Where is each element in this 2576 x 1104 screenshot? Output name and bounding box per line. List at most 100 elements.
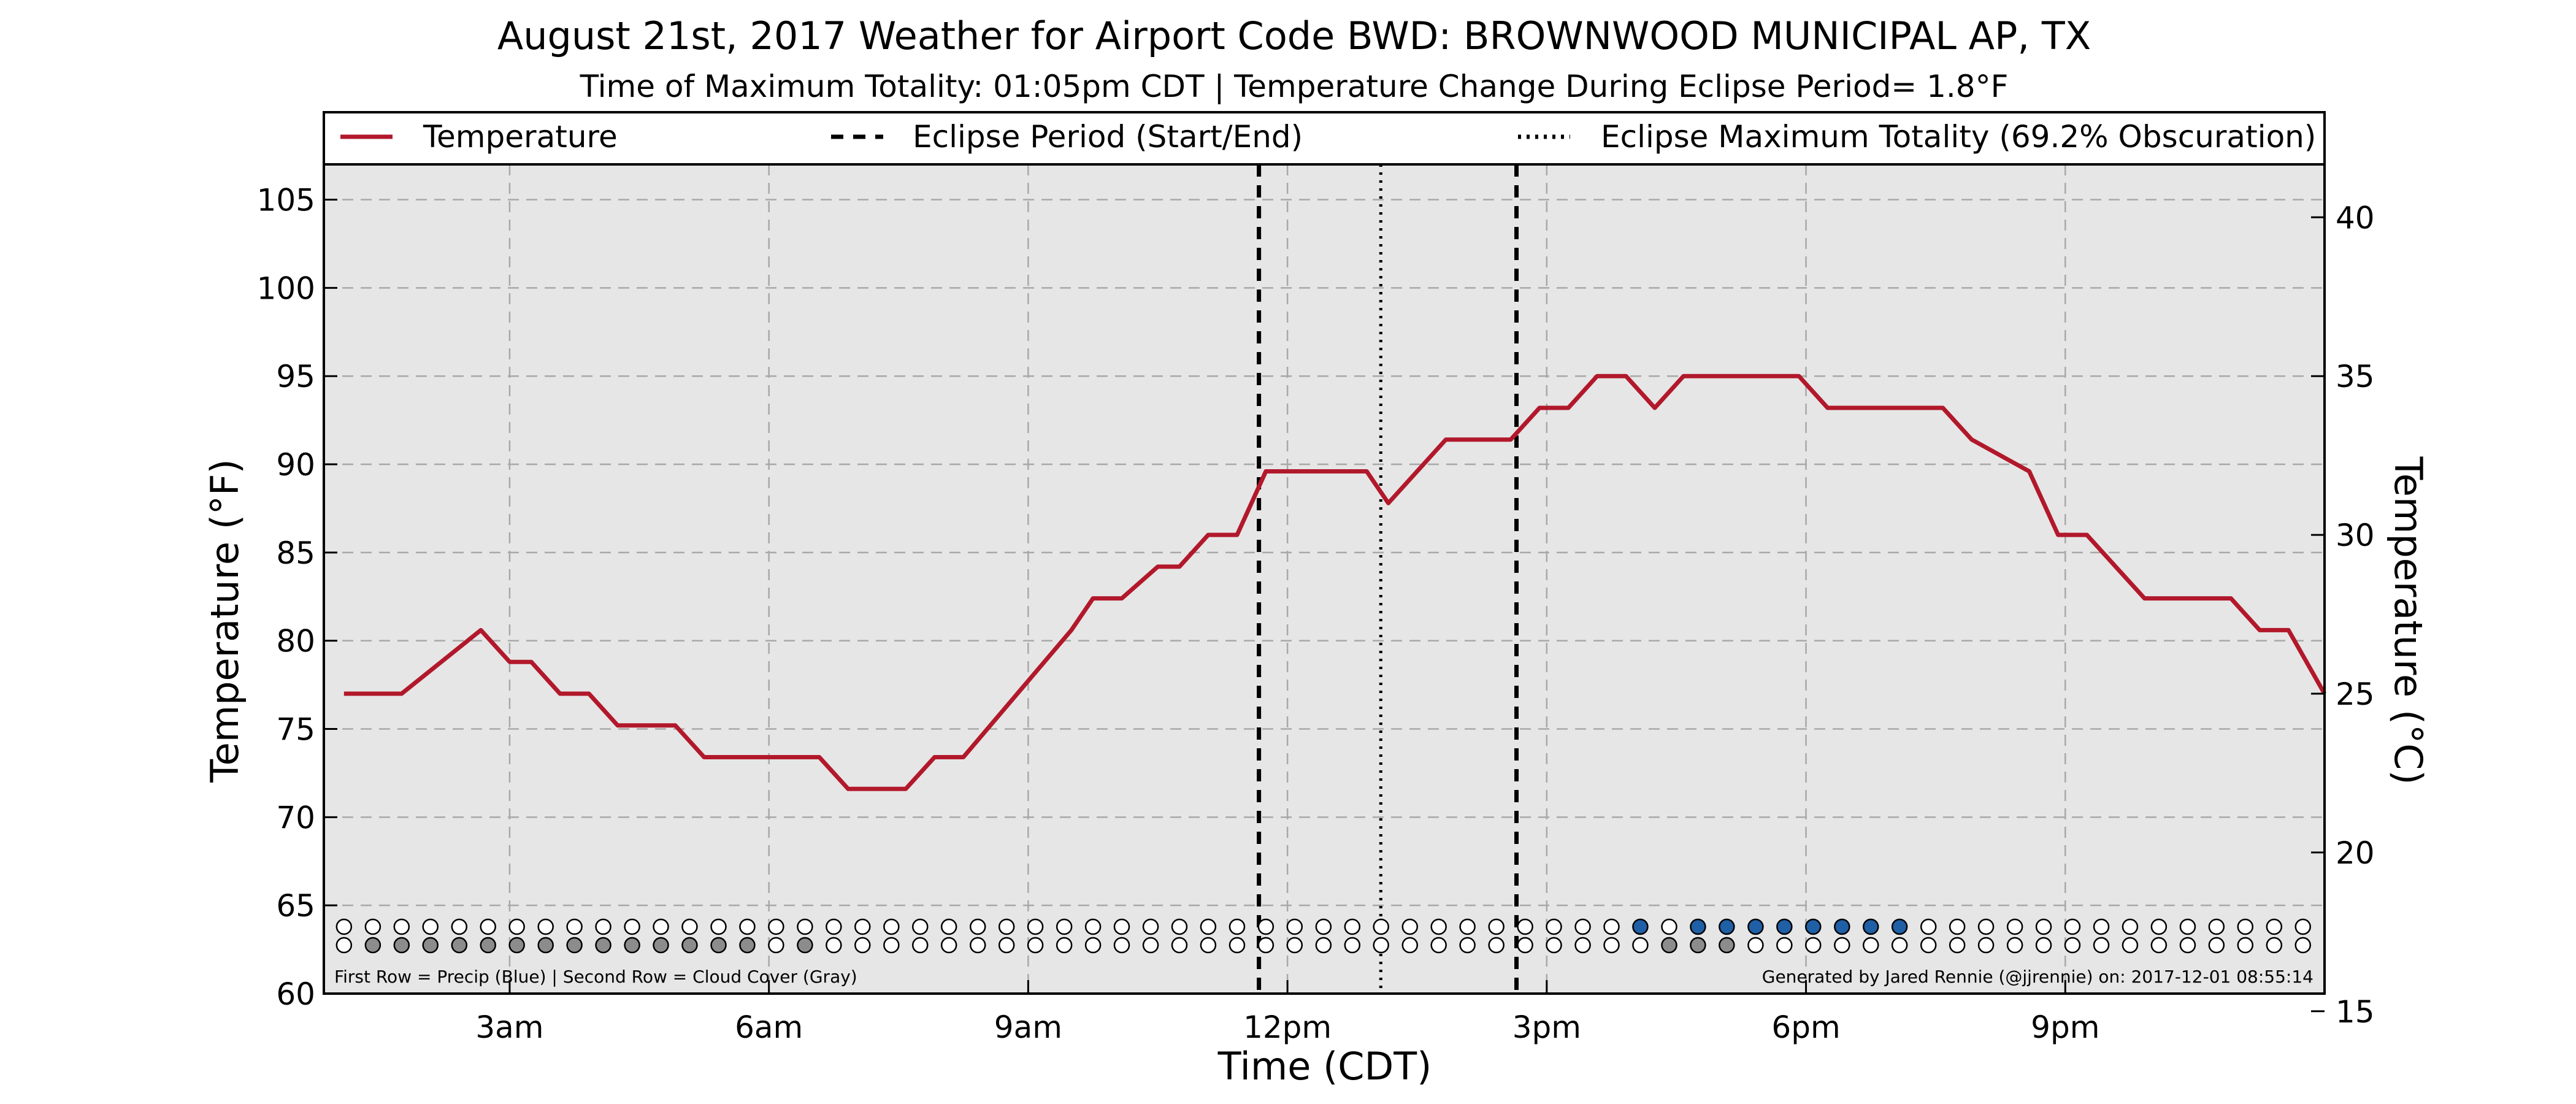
note-right: Generated by Jared Rennie (@jjrennie) on… xyxy=(1762,967,2313,987)
precip-marker xyxy=(1776,918,1793,935)
precip-marker xyxy=(1719,918,1735,935)
cloud-cover-marker xyxy=(1459,937,1476,954)
precip-marker xyxy=(1920,918,1937,935)
tick-label-left-105: 105 xyxy=(257,183,315,218)
cloud-cover-marker xyxy=(681,937,698,954)
cloud-cover-marker xyxy=(1084,937,1102,954)
precip-marker xyxy=(1459,918,1476,935)
precip-marker xyxy=(422,918,439,935)
precip-marker xyxy=(1661,918,1677,935)
precip-marker xyxy=(1056,918,1073,935)
cloud-cover-marker xyxy=(480,937,496,954)
cloud-cover-marker xyxy=(1891,937,1908,954)
cloud-cover-marker xyxy=(1834,937,1850,954)
cloud-cover-marker xyxy=(1574,937,1591,954)
precip-marker xyxy=(653,918,669,935)
precip-marker xyxy=(1430,918,1447,935)
precip-marker xyxy=(1805,918,1822,935)
precip-marker xyxy=(393,918,410,935)
precip-marker xyxy=(912,918,929,935)
cloud-cover-marker xyxy=(1632,937,1649,954)
tick-label-bottom-9am: 9am xyxy=(994,1010,1062,1045)
cloud-cover-marker xyxy=(1719,937,1735,954)
cloud-cover-marker xyxy=(797,937,813,954)
grid xyxy=(324,164,2325,994)
cloud-cover-marker xyxy=(2122,937,2139,954)
tick-label-left-80: 80 xyxy=(276,624,315,659)
precip-marker xyxy=(998,918,1015,935)
precip-marker xyxy=(2064,918,2081,935)
precip-marker xyxy=(1603,918,1620,935)
tick-label-right-20: 20 xyxy=(2336,835,2375,871)
precip-marker xyxy=(1891,918,1908,935)
precip-marker xyxy=(1949,918,1966,935)
tick-label-left-75: 75 xyxy=(276,712,315,748)
precip-marker xyxy=(681,918,698,935)
axes: 60 65 70 75 80 85 90 95 100 105 3am 6am 9am 12pm 3pm 6p… xyxy=(257,183,2375,1045)
precip-marker xyxy=(480,918,496,935)
precip-marker xyxy=(1834,918,1850,935)
cloud-cover-marker xyxy=(1949,937,1966,954)
cloud-cover-marker xyxy=(1690,937,1706,954)
tick-label-bottom-3am: 3am xyxy=(475,1010,543,1045)
cloud-cover-marker xyxy=(2179,937,2196,954)
precip-marker xyxy=(595,918,611,935)
tick-label-bottom-6am: 6am xyxy=(735,1010,803,1045)
cloud-cover-marker xyxy=(1113,937,1130,954)
precip-marker xyxy=(2035,918,2052,935)
cloud-cover-marker xyxy=(1488,937,1505,954)
tick-label-bottom-3pm: 3pm xyxy=(1512,1010,1581,1045)
cloud-cover-marker xyxy=(1200,937,1217,954)
precip-marker xyxy=(854,918,871,935)
precip-marker xyxy=(1027,918,1044,935)
cloud-cover-marker xyxy=(566,937,583,954)
tick-label-left-85: 85 xyxy=(276,535,315,571)
cloud-cover-marker xyxy=(653,937,669,954)
tick-label-left-95: 95 xyxy=(276,359,315,394)
tick-label-right-25: 25 xyxy=(2336,677,2375,712)
legend-eclipse-max-label: Eclipse Maximum Totality (69.2% Obscurat… xyxy=(1601,119,2316,155)
cloud-cover-marker xyxy=(1229,937,1246,954)
cloud-cover-marker xyxy=(710,937,727,954)
precip-marker xyxy=(364,918,381,935)
cloud-cover-marker xyxy=(2150,937,2168,954)
cloud-cover-marker xyxy=(1747,937,1764,954)
legend-temperature-label: Temperature xyxy=(423,119,618,155)
tick-label-bottom-9pm: 9pm xyxy=(2031,1010,2099,1045)
precip-marker xyxy=(1113,918,1130,935)
y-axis-label-right: Temperature (°C) xyxy=(2386,456,2431,784)
precip-marker xyxy=(2122,918,2139,935)
cloud-cover-marker xyxy=(998,937,1015,954)
cloud-cover-marker xyxy=(1661,937,1677,954)
cloud-cover-marker xyxy=(537,937,554,954)
cloud-cover-marker xyxy=(1401,937,1419,954)
plot-area xyxy=(324,164,2325,994)
cloud-cover-marker xyxy=(1286,937,1303,954)
cloud-cover-marker xyxy=(2093,937,2110,954)
precip-marker xyxy=(624,918,640,935)
precip-marker xyxy=(1142,918,1159,935)
cloud-cover-marker xyxy=(2006,937,2023,954)
cloud-cover-marker xyxy=(364,937,381,954)
precip-marker xyxy=(1286,918,1303,935)
cloud-cover-marker xyxy=(2208,937,2225,954)
precip-marker xyxy=(1229,918,1246,935)
precip-marker xyxy=(566,918,583,935)
precip-marker xyxy=(1344,918,1361,935)
temperature-line xyxy=(343,374,2327,791)
precip-marker xyxy=(1401,918,1419,935)
cloud-cover-marker xyxy=(393,937,410,954)
legend: Temperature Eclipse Period (Start/End) E… xyxy=(323,111,2326,166)
cloud-cover-marker xyxy=(2294,937,2312,954)
cloud-cover-marker xyxy=(422,937,439,954)
precip-marker xyxy=(1977,918,1995,935)
precip-marker xyxy=(335,918,353,935)
note-left: First Row = Precip (Blue) | Second Row =… xyxy=(334,967,857,987)
cloud-cover-marker xyxy=(1142,937,1159,954)
precip-marker xyxy=(797,918,813,935)
cloud-cover-marker xyxy=(912,937,929,954)
chart-subtitle: Time of Maximum Totality: 01:05pm CDT | … xyxy=(580,69,2009,104)
cloud-cover-marker xyxy=(826,937,842,954)
precip-marker xyxy=(1862,918,1879,935)
